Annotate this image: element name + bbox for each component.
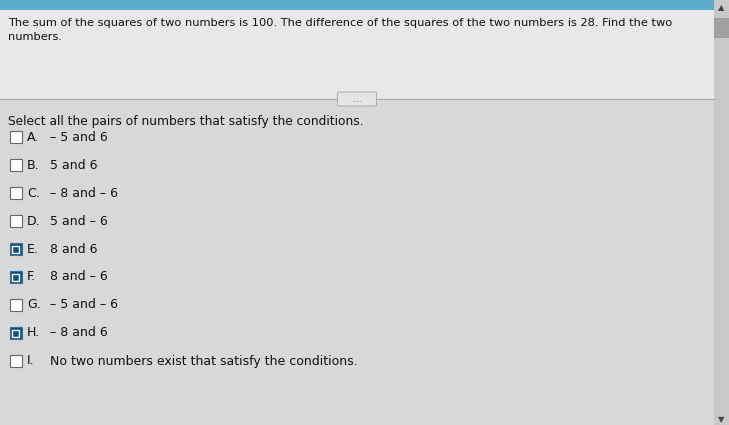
Text: – 5 and – 6: – 5 and – 6 [50,298,118,312]
Text: The sum of the squares of two numbers is 100. The difference of the squares of t: The sum of the squares of two numbers is… [8,18,672,28]
Bar [10,355,22,367]
Bar [0,0,729,10]
Bar [714,0,729,425]
Text: Select all the pairs of numbers that satisfy the conditions.: Select all the pairs of numbers that sat… [8,115,364,128]
Bar [10,215,22,227]
Text: D.: D. [27,215,41,227]
Text: A.: A. [27,130,39,144]
Bar [10,299,22,311]
Text: – 5 and 6: – 5 and 6 [50,130,108,144]
Bar [12,329,20,337]
Text: 5 and – 6: 5 and – 6 [50,215,108,227]
Text: ▼: ▼ [718,416,725,425]
Text: ...: ... [353,94,362,104]
Text: numbers.: numbers. [8,32,62,42]
Text: – 8 and – 6: – 8 and – 6 [50,187,118,199]
Bar [12,274,20,280]
Text: 5 and 6: 5 and 6 [50,159,98,172]
FancyBboxPatch shape [338,92,376,106]
Text: F.: F. [27,270,36,283]
Text: ▲: ▲ [718,3,725,12]
Text: C.: C. [27,187,40,199]
Text: G.: G. [27,298,41,312]
Text: H.: H. [27,326,40,340]
Bar [10,271,22,283]
Bar [10,187,22,199]
Text: 8 and – 6: 8 and – 6 [50,270,108,283]
Bar [0,10,714,100]
Text: No two numbers exist that satisfy the conditions.: No two numbers exist that satisfy the co… [50,354,358,368]
Bar [714,18,729,38]
Bar [10,327,22,339]
Text: B.: B. [27,159,39,172]
Text: – 8 and 6: – 8 and 6 [50,326,108,340]
Text: E.: E. [27,243,39,255]
Bar [0,100,714,425]
Bar [10,159,22,171]
Bar [10,243,22,255]
Text: I.: I. [27,354,34,368]
Bar [10,131,22,143]
Text: 8 and 6: 8 and 6 [50,243,98,255]
Bar [12,246,20,252]
